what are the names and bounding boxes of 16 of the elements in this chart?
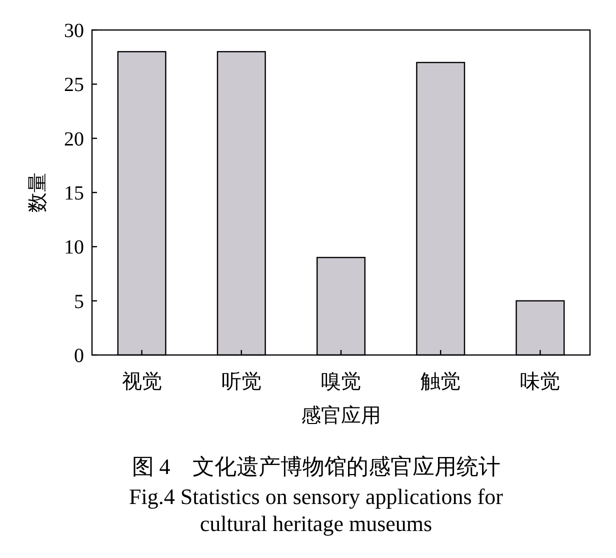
y-tick-label: 15	[64, 182, 84, 204]
x-tick-label: 视觉	[122, 371, 162, 393]
x-tick-label: 听觉	[221, 371, 262, 393]
y-tick-label: 25	[64, 74, 84, 96]
y-tick-label: 30	[64, 20, 84, 42]
x-tick-label: 嗅觉	[321, 371, 361, 393]
caption: 图 4 文化遗产博物馆的感官应用统计	[132, 454, 500, 479]
caption: Fig.4 Statistics on sensory applications for cultural heritage museums	[129, 484, 504, 536]
x-tick-label: 触觉	[420, 371, 461, 393]
x-axis-title: 感官应用	[301, 404, 381, 427]
y-tick-label: 5	[74, 290, 84, 313]
y-tick-label: 20	[64, 128, 84, 150]
y-tick-label: 10	[64, 236, 84, 259]
y-tick-label: 0	[74, 345, 84, 367]
y-axis-title: 数量	[27, 172, 49, 212]
x-tick-label: 味觉	[520, 371, 560, 393]
